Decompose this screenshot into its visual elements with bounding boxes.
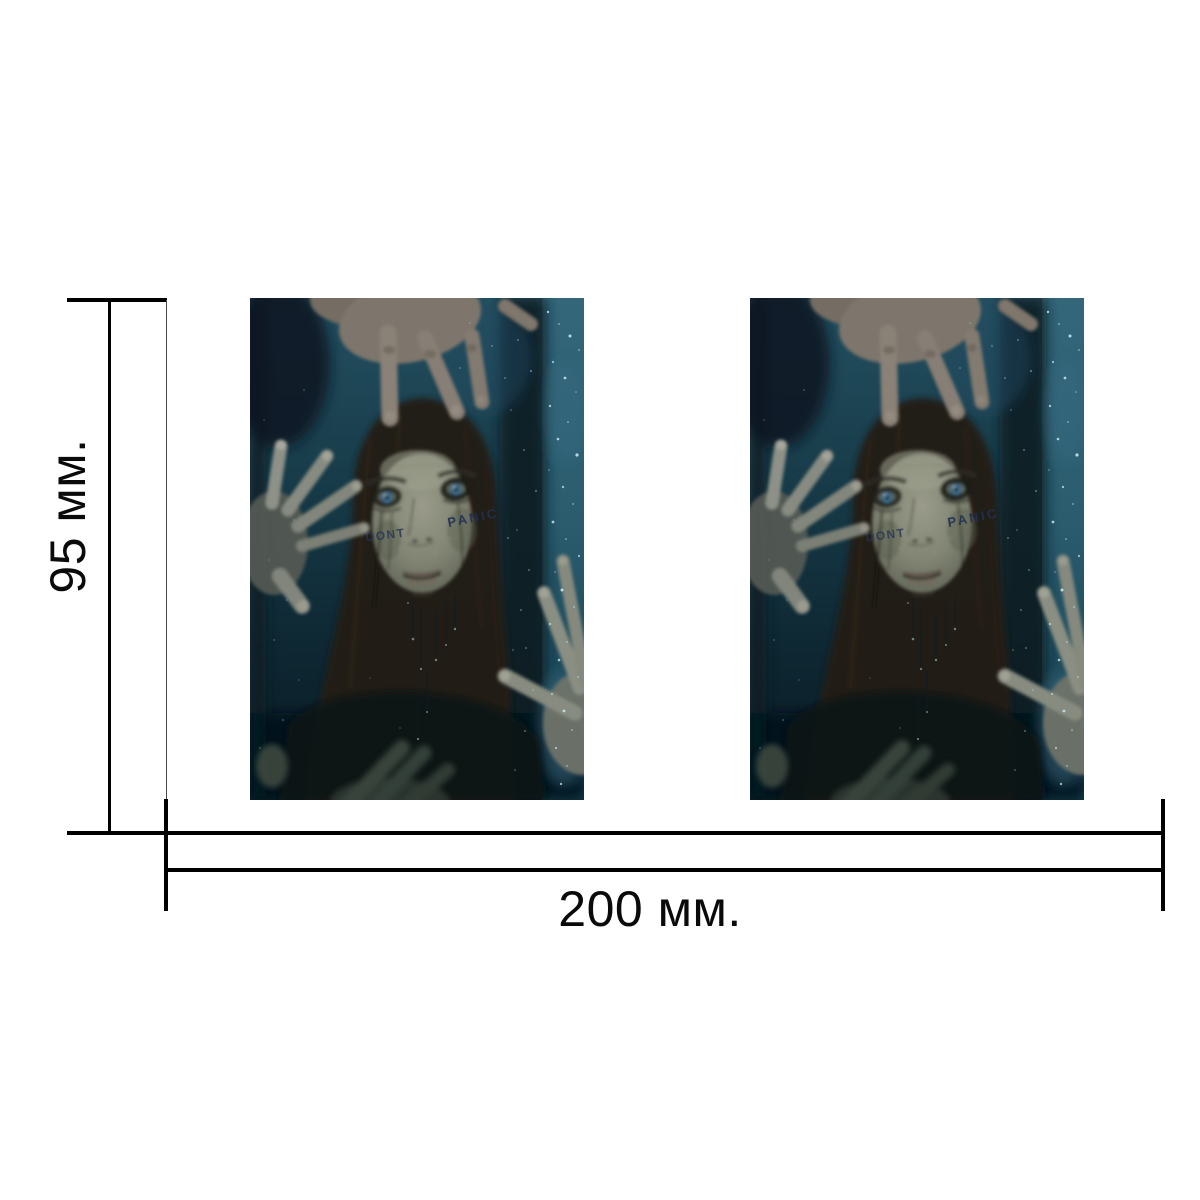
- height-dimension-line: [108, 298, 111, 834]
- width-dimension-line: [165, 868, 1165, 872]
- sticker-photo: [250, 298, 584, 800]
- sticker-print-left: [250, 298, 584, 800]
- height-dimension-top-cap: [67, 298, 167, 302]
- height-dimension-bottom-cap: [67, 831, 1165, 835]
- height-dimension-label: 95 мм.: [40, 438, 96, 594]
- width-dimension-left-cap: [164, 799, 168, 911]
- sticker-print-right: [750, 298, 1084, 800]
- width-dimension-label: 200 мм.: [558, 881, 742, 937]
- width-dimension-right-cap: [1161, 799, 1165, 911]
- sheet-edge-extension-line: [166, 300, 167, 800]
- sticker-photo: [750, 298, 1084, 800]
